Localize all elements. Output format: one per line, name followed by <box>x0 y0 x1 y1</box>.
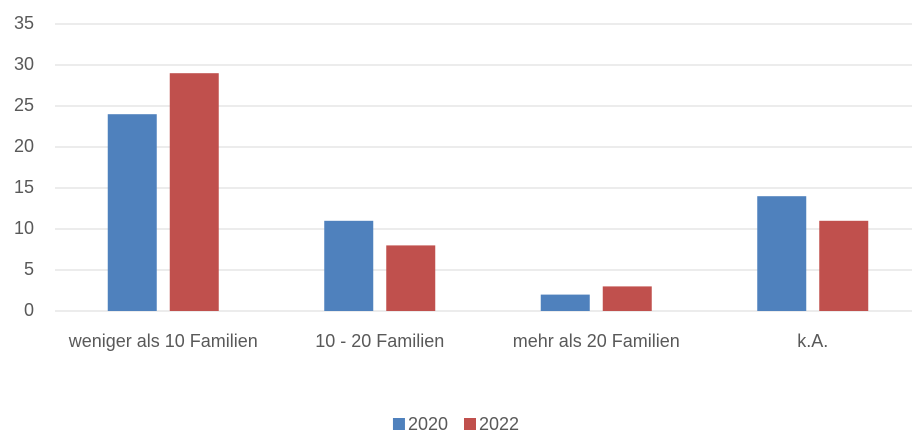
bar <box>169 73 219 311</box>
x-tick-label: mehr als 20 Familien <box>513 331 680 351</box>
y-tick-label: 35 <box>14 13 34 33</box>
bar <box>540 294 590 311</box>
x-tick-label: k.A. <box>797 331 828 351</box>
legend-label: 2022 <box>479 414 519 432</box>
x-tick-label: weniger als 10 Familien <box>68 331 258 351</box>
legend-swatch <box>464 418 476 430</box>
y-tick-label: 30 <box>14 54 34 74</box>
bar <box>324 220 374 311</box>
legend-label: 2020 <box>408 414 448 432</box>
legend: 2020 2022 <box>392 414 519 432</box>
y-tick-label: 10 <box>14 218 34 238</box>
bar <box>107 114 157 311</box>
y-tick-label: 0 <box>24 300 34 320</box>
y-tick-label: 5 <box>24 259 34 279</box>
y-tick-label: 25 <box>14 95 34 115</box>
bar <box>602 286 652 311</box>
bar <box>757 196 807 311</box>
bar <box>819 220 869 311</box>
y-tick-label: 15 <box>14 177 34 197</box>
bar <box>386 245 436 311</box>
y-tick-label: 20 <box>14 136 34 156</box>
x-tick-label: 10 - 20 Familien <box>315 331 444 351</box>
legend-swatch <box>392 418 405 430</box>
